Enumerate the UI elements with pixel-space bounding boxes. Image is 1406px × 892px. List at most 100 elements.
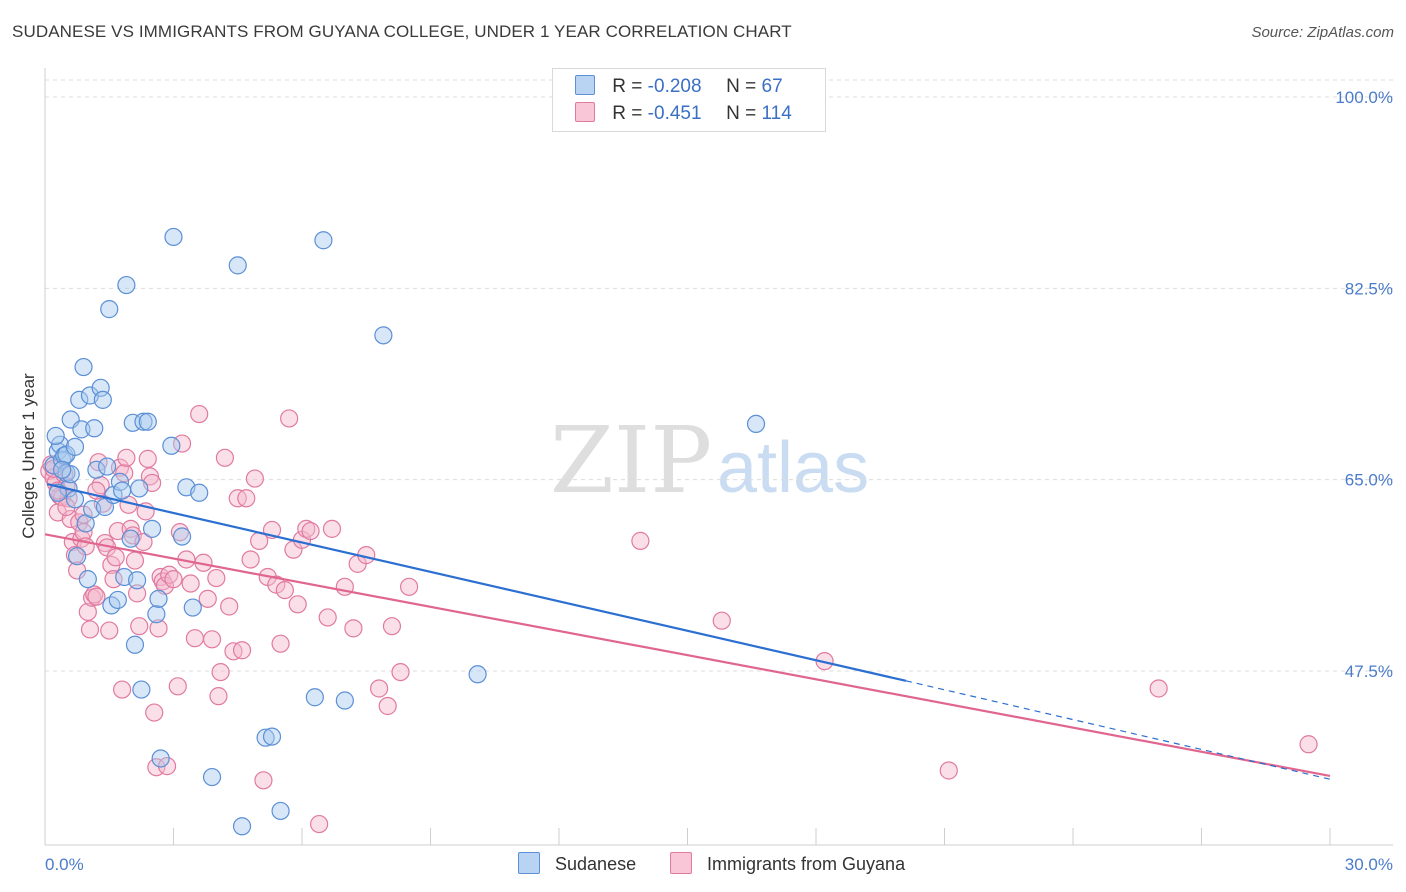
- legend-n-value: 114: [761, 103, 792, 124]
- sudanese-point: [93, 390, 112, 409]
- sudanese-point: [172, 527, 192, 546]
- legend-n-value: 67: [761, 76, 783, 97]
- guyana-point: [207, 568, 226, 588]
- guyana-trend-line: [44, 533, 1331, 778]
- sudanese-point: [335, 691, 354, 710]
- guyana-point: [215, 448, 234, 467]
- y-tick-label: 100.0%: [1335, 88, 1393, 107]
- guyana-point: [121, 519, 140, 538]
- sudanese-point: [149, 589, 168, 608]
- guyana-point: [209, 687, 228, 706]
- x-tick-label: 0.0%: [45, 855, 84, 874]
- sudanese-point: [271, 801, 290, 821]
- trend-lines: [44, 482, 1331, 780]
- sudanese-point: [65, 490, 85, 509]
- sudanese-point: [72, 420, 91, 439]
- legend-row-guyana: R = -0.451 N = 114: [575, 102, 792, 126]
- sudanese-point: [68, 547, 87, 566]
- guyana-point: [322, 519, 342, 538]
- legend-r-value: -0.208: [647, 76, 702, 97]
- sudanese-point: [314, 231, 333, 250]
- sudanese-point: [202, 767, 222, 787]
- axes: [44, 68, 1393, 846]
- sudanese-point: [468, 665, 487, 684]
- legend-item-label: Sudanese: [555, 854, 637, 874]
- stats-legend: R = -0.208 N = 67 R = -0.451 N = 114: [552, 68, 826, 132]
- tick-labels: 47.5% 65.0% 82.5% 100.0% 0.0% 30.0%: [45, 88, 1393, 874]
- legend-row-sudanese: R = -0.208 N = 67: [575, 75, 783, 99]
- guyana-point: [631, 531, 650, 550]
- guyana-point: [318, 608, 337, 627]
- sudanese-point: [142, 519, 162, 538]
- chart-title: SUDANESE VS IMMIGRANTS FROM GUYANA COLLE…: [12, 22, 792, 41]
- sudanese-point: [65, 437, 85, 456]
- guyana-point: [288, 595, 307, 614]
- guyana-point: [939, 761, 958, 780]
- guyana-point: [254, 771, 273, 790]
- watermark-zip: ZIP: [550, 407, 712, 514]
- guyana-point: [202, 630, 222, 649]
- sudanese-point: [78, 570, 97, 589]
- sudanese-point: [46, 426, 65, 446]
- y-tick-label: 82.5%: [1345, 279, 1393, 298]
- legend-r-value: -0.451: [647, 103, 702, 124]
- guyana-point: [1299, 735, 1318, 754]
- guyana-point: [127, 584, 147, 603]
- guyana-point: [378, 696, 397, 716]
- guyana-point: [106, 548, 125, 567]
- sudanese-point: [130, 479, 149, 498]
- watermark: ZIP atlas: [550, 407, 869, 514]
- y-axis-label: College, Under 1 year: [19, 373, 38, 539]
- series-legend: Sudanese Immigrants from Guyana: [0, 852, 1406, 878]
- guyana-point: [185, 629, 205, 648]
- sudanese-point: [228, 256, 247, 275]
- x-tick-label: 30.0%: [1345, 855, 1393, 874]
- guyana-point: [237, 489, 256, 508]
- sudanese-swatch: [518, 852, 540, 874]
- sudanese-point: [232, 817, 252, 836]
- legend-r-label: R =: [612, 103, 643, 124]
- guyana-point: [100, 621, 119, 640]
- grid-lines: [45, 79, 1393, 672]
- legend-item-sudanese: Sudanese: [518, 852, 636, 875]
- sudanese-point: [164, 227, 183, 247]
- sudanese-point: [138, 412, 157, 431]
- guyana-point: [130, 617, 149, 636]
- guyana-point: [112, 680, 132, 699]
- sudanese-point: [746, 414, 766, 434]
- sudanese-point: [183, 598, 202, 617]
- guyana-point: [168, 677, 187, 696]
- guyana-point: [280, 409, 299, 428]
- sudanese-point: [305, 688, 324, 707]
- guyana-swatch: [575, 102, 595, 122]
- guyana-point: [87, 587, 106, 606]
- legend-n-label: N =: [726, 76, 757, 97]
- sudanese-point: [374, 326, 393, 345]
- sudanese-point: [151, 749, 170, 768]
- guyana-point: [80, 620, 100, 639]
- sudanese-point: [121, 529, 140, 548]
- guyana-point: [712, 611, 731, 630]
- sudanese-swatch: [575, 75, 595, 95]
- sudanese-point: [70, 390, 89, 409]
- guyana-swatch: [670, 852, 692, 874]
- guyana-point: [145, 703, 164, 722]
- guyana-point: [117, 448, 136, 467]
- guyana-point: [104, 570, 123, 589]
- sudanese-point: [108, 590, 127, 610]
- guyana-point: [149, 619, 168, 638]
- sudanese-point: [125, 635, 145, 654]
- guyana-point: [275, 580, 294, 600]
- guyana-point: [125, 551, 145, 570]
- guyana-point: [181, 574, 200, 593]
- legend-n-label: N =: [726, 103, 757, 124]
- guyana-point: [344, 619, 363, 638]
- sudanese-trend-line: [46, 482, 907, 682]
- source-credit: Source: ZipAtlas.com: [1251, 24, 1394, 41]
- sudanese-point: [61, 465, 80, 484]
- sudanese-point: [87, 460, 106, 479]
- sudanese-point: [117, 275, 136, 295]
- guyana-point: [232, 641, 252, 660]
- guyana-point: [172, 434, 192, 453]
